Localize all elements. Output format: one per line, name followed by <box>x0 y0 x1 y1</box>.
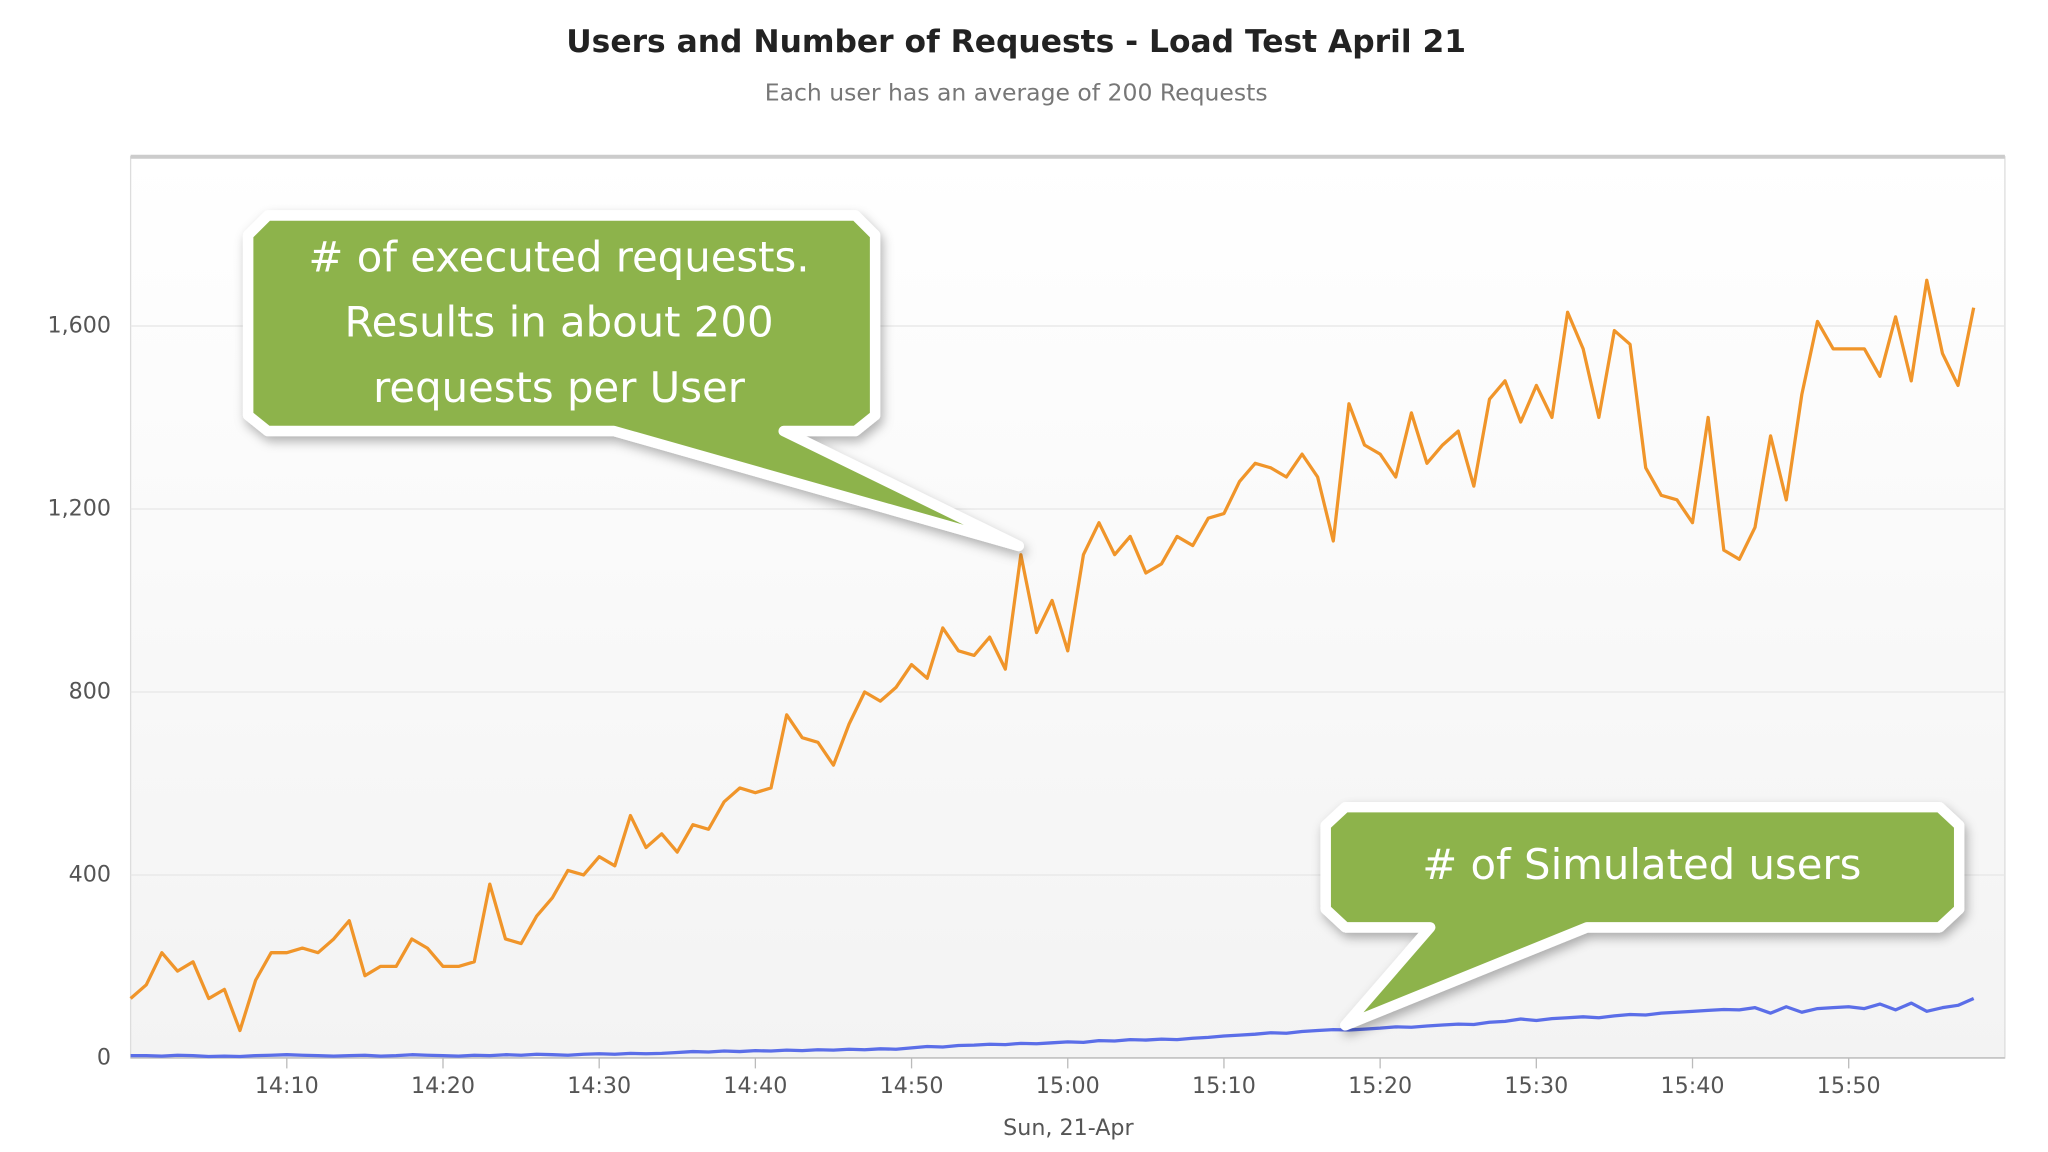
callout-text: Results in about 200 <box>344 298 773 347</box>
callout-text: # of executed requests. <box>308 232 809 281</box>
x-tick-label: 14:30 <box>567 1073 631 1099</box>
x-tick-label: 14:20 <box>411 1073 475 1099</box>
x-tick-label: 14:50 <box>880 1073 944 1099</box>
series-line <box>130 997 1975 1059</box>
y-tick-label: 0 <box>97 1044 111 1070</box>
x-tick-label: 15:10 <box>1192 1073 1256 1099</box>
callout-text: requests per User <box>373 363 746 412</box>
y-tick-label: 400 <box>69 861 111 887</box>
callout-text: # of Simulated users <box>1422 840 1861 889</box>
callout <box>242 210 1024 552</box>
callout <box>1320 801 1965 1031</box>
x-tick-label: 15:20 <box>1348 1073 1412 1099</box>
y-tick-label: 800 <box>69 678 111 704</box>
series-line <box>129 278 1976 1033</box>
chart-title: Users and Number of Requests - Load Test… <box>566 24 1466 60</box>
chart-subtitle: Each user has an average of 200 Requests <box>765 79 1268 107</box>
x-tick-label: 14:40 <box>723 1073 787 1099</box>
x-tick-label: 15:00 <box>1036 1073 1100 1099</box>
x-tick-label: 15:40 <box>1661 1073 1725 1099</box>
x-tick-label: 14:10 <box>255 1073 319 1099</box>
x-axis-label: Sun, 21-Apr <box>1003 1115 1134 1141</box>
y-tick-label: 1,600 <box>47 312 111 338</box>
x-tick-label: 15:30 <box>1504 1073 1568 1099</box>
y-tick-label: 1,200 <box>47 495 111 521</box>
x-tick-label: 15:50 <box>1817 1073 1881 1099</box>
